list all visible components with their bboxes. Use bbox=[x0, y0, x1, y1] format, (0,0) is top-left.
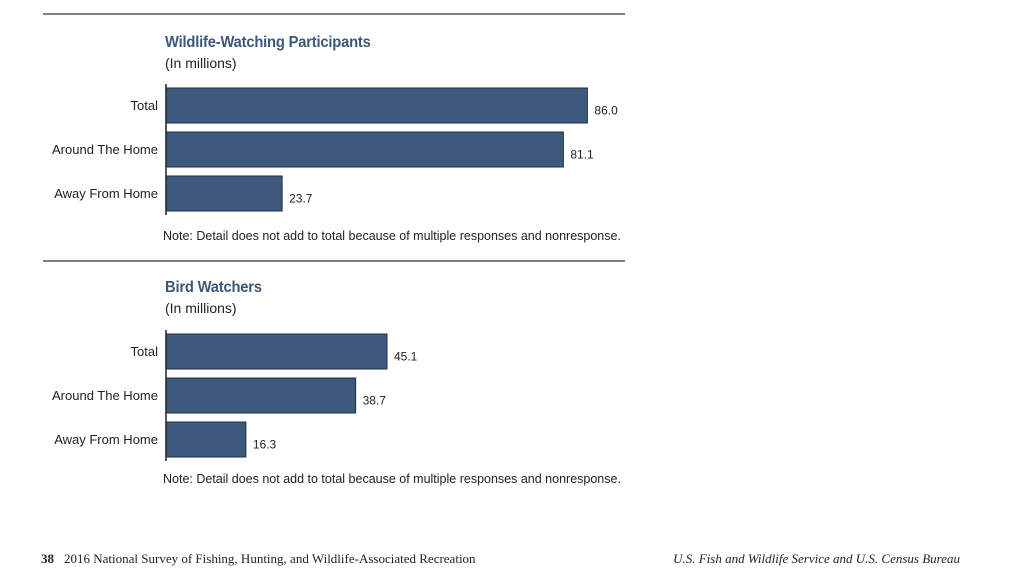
value-label: 45.1 bbox=[394, 350, 418, 364]
value-label: 16.3 bbox=[253, 438, 277, 452]
bar-around-the-home bbox=[165, 377, 357, 414]
bar-away-from-home bbox=[165, 421, 247, 458]
page-footer-right: U.S. Fish and Wildlife Service and U.S. … bbox=[673, 551, 960, 566]
page-footer-left: 38 2016 National Survey of Fishing, Hunti… bbox=[41, 551, 476, 567]
category-label: Away From Home bbox=[54, 432, 158, 447]
section-divider bbox=[43, 260, 625, 262]
page-number: 38 bbox=[41, 551, 54, 566]
value-label: 38.7 bbox=[363, 394, 387, 408]
category-label: Total bbox=[131, 344, 159, 359]
top-rule bbox=[43, 13, 625, 15]
bar-around-the-home bbox=[165, 131, 564, 168]
category-label: Around The Home bbox=[52, 388, 158, 403]
category-label: Total bbox=[131, 98, 159, 113]
chart-note: Note: Detail does not add to total becau… bbox=[163, 229, 621, 243]
category-label: Around The Home bbox=[52, 142, 158, 157]
value-label: 81.1 bbox=[570, 148, 594, 162]
publication-title: 2016 National Survey of Fishing, Hunting… bbox=[64, 551, 476, 566]
bird-watchers-bar-chart: Total 45.1 Around The Home 38.7 Away From Ho… bbox=[52, 330, 418, 461]
chart-subtitle: (In millions) bbox=[165, 300, 237, 316]
bar-total bbox=[165, 333, 388, 370]
bar-total bbox=[165, 87, 588, 124]
value-label: 23.7 bbox=[289, 192, 313, 206]
chart-note: Note: Detail does not add to total becau… bbox=[163, 472, 621, 486]
value-label: 86.0 bbox=[594, 104, 618, 118]
chart-subtitle: (In millions) bbox=[165, 55, 237, 71]
chart-title: Wildlife-Watching Participants bbox=[165, 34, 371, 51]
chart-title: Bird Watchers bbox=[165, 279, 262, 296]
category-label: Away From Home bbox=[54, 186, 158, 201]
bar-away-from-home bbox=[165, 175, 283, 212]
wildlife-watching-bar-chart: Total 86.0 Around The Home 81.1 Away From Ho… bbox=[52, 84, 618, 215]
